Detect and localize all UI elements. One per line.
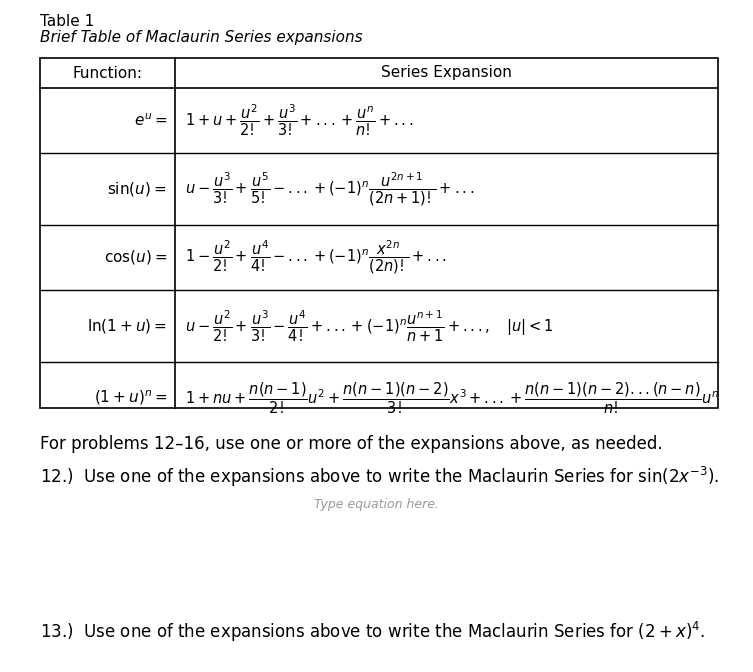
Text: $(1+u)^{n} =$: $(1+u)^{n} =$ xyxy=(93,388,167,407)
Text: $1+nu+\dfrac{n(n-1)}{2!}u^{2}+\dfrac{n(n-1)(n-2)}{3!}x^{3}+...+\dfrac{n(n-1)(n-2: $1+nu+\dfrac{n(n-1)}{2!}u^{2}+\dfrac{n(n… xyxy=(185,380,720,416)
Text: For problems 12–16, use one or more of the expansions above, as needed.: For problems 12–16, use one or more of t… xyxy=(40,435,663,453)
Text: 13.)  Use one of the expansions above to write the Maclaurin Series for $(2+x)^{: 13.) Use one of the expansions above to … xyxy=(40,620,706,644)
Text: 12.)  Use one of the expansions above to write the Maclaurin Series for $\sin(2x: 12.) Use one of the expansions above to … xyxy=(40,465,719,489)
Text: $u-\dfrac{u^{2}}{2!}+\dfrac{u^{3}}{3!}-\dfrac{u^{4}}{4!}+...+(-1)^{n}\dfrac{u^{n: $u-\dfrac{u^{2}}{2!}+\dfrac{u^{3}}{3!}-\… xyxy=(185,308,553,343)
Text: $e^{u} =$: $e^{u} =$ xyxy=(133,112,167,129)
Bar xyxy=(40,58,718,408)
Text: Function:: Function: xyxy=(72,65,142,81)
Text: $1-\dfrac{u^{2}}{2!}+\dfrac{u^{4}}{4!}-...+(-1)^{n}\dfrac{x^{2n}}{(2n)!}+...$: $1-\dfrac{u^{2}}{2!}+\dfrac{u^{4}}{4!}-.… xyxy=(185,239,447,276)
Text: Table 1: Table 1 xyxy=(40,14,94,29)
Text: Type equation here.: Type equation here. xyxy=(314,498,439,511)
Text: Brief Table of Maclaurin Series expansions: Brief Table of Maclaurin Series expansio… xyxy=(40,30,363,45)
Text: $u-\dfrac{u^{3}}{3!}+\dfrac{u^{5}}{5!}-...+(-1)^{n}\dfrac{u^{2n+1}}{(2n+1)!}+...: $u-\dfrac{u^{3}}{3!}+\dfrac{u^{5}}{5!}-.… xyxy=(185,171,474,208)
Text: $\ln(1+u) =$: $\ln(1+u) =$ xyxy=(87,317,167,335)
Text: $\sin(u) =$: $\sin(u) =$ xyxy=(108,180,167,198)
Text: $\cos(u) =$: $\cos(u) =$ xyxy=(104,249,167,267)
Text: Series Expansion: Series Expansion xyxy=(381,65,512,81)
Text: $1+u+\dfrac{u^{2}}{2!}+\dfrac{u^{3}}{3!}+...+\dfrac{u^{n}}{n!}+...$: $1+u+\dfrac{u^{2}}{2!}+\dfrac{u^{3}}{3!}… xyxy=(185,103,413,138)
